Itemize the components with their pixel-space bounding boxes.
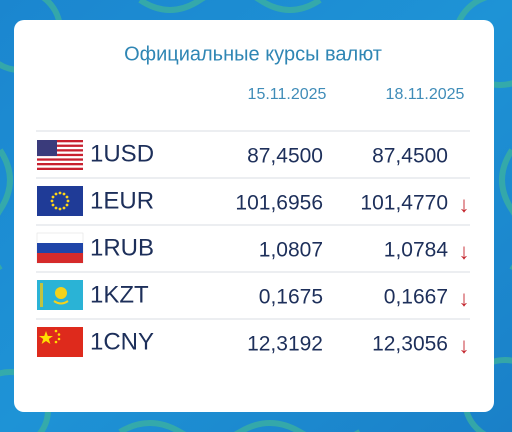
flag-usa [37,140,83,170]
rate: 0,1667 [384,286,448,309]
trend-arrow: ↓ [459,286,470,311]
flag-eu [37,186,83,216]
trend-arrow: ↓ [459,333,470,358]
trend-arrow: ↓ [459,239,470,264]
card [14,20,494,412]
rate: 101,4770 [360,192,448,215]
trend-arrow: ↓ [459,192,470,217]
currency-code: 1CNY [90,328,154,355]
date: 15.11.2025 [248,86,327,103]
currency-code: 1RUB [90,234,154,261]
rate: 87,4500 [372,145,448,168]
currency-code: 1USD [90,140,154,167]
currency-code: 1EUR [90,187,154,214]
rate: 12,3056 [372,333,448,356]
flag-russia [36,232,84,264]
date: 18.11.2025 [386,86,465,103]
rate: 87,4500 [247,145,323,168]
rate: 12,3192 [247,333,323,356]
rate: 101,6956 [235,192,323,215]
rate: 0,1675 [259,286,323,309]
flag-kazakhstan [37,280,83,310]
currency-code: 1KZT [90,281,149,308]
title: Официальные курсы валют [124,43,382,65]
rate: 1,0807 [259,239,323,262]
flag-china [37,327,83,357]
rate: 1,0784 [384,239,449,262]
